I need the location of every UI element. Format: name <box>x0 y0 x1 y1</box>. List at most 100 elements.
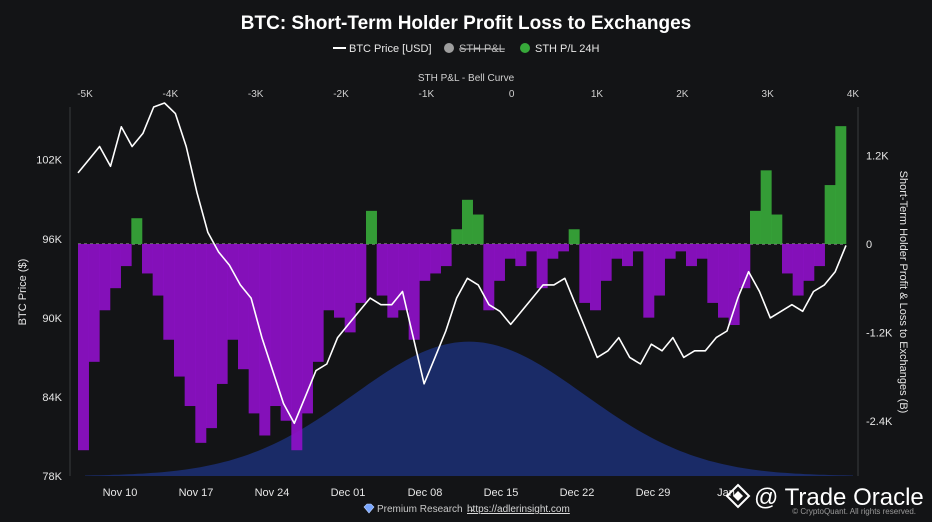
sth-pl-bar <box>824 185 836 244</box>
sth-pl-bar <box>728 243 740 326</box>
y2-tick-label: -2.4K <box>866 416 893 428</box>
sth-pl-bar <box>547 243 559 259</box>
legend-sth-24h-label[interactable]: STH P/L 24H <box>535 43 599 55</box>
top-tick-label: 0 <box>509 89 515 100</box>
watermark-text: @ Trade Oracle <box>754 484 924 511</box>
sth-pl-bar <box>259 243 271 436</box>
footer: Premium Research → https://adlerinsight.… <box>363 503 570 515</box>
top-axis-ticks: -5K -4K -3K -2K -1K 0 1K 2K 3K 4K <box>77 89 859 100</box>
sth-pl-bar <box>792 243 804 296</box>
y2-tick-label: -1.2K <box>866 327 893 339</box>
sth-pl-bar <box>760 170 772 244</box>
sth-pl-bar <box>344 243 356 333</box>
sth-pl-bar <box>131 218 143 244</box>
sth-pl-bar <box>238 243 249 370</box>
sth-pl-bar <box>835 126 847 244</box>
y2-axis-ticks: 1.2K 0 -1.2K -2.4K <box>866 151 893 428</box>
sth-pl-bar <box>387 243 399 318</box>
x-tick-label: Jan <box>717 487 735 499</box>
y-tick-label: 96K <box>42 234 62 246</box>
sth-pl-bar <box>216 243 228 384</box>
sth-pl-bar <box>248 243 260 414</box>
sth-pl-bar <box>536 243 548 289</box>
bell-curve-area <box>85 341 853 476</box>
sth-pl-bar <box>515 243 527 267</box>
sth-pl-bar <box>632 243 644 252</box>
sth-pl-bar <box>568 229 580 244</box>
legend-price-label[interactable]: BTC Price [USD] <box>349 43 432 55</box>
trade-oracle-watermark: @ Trade Oracle © CryptoQuant. All rights… <box>725 483 924 516</box>
sth-pl-bar <box>718 243 729 318</box>
sth-pl-bar <box>440 243 452 267</box>
x-tick-label: Nov 24 <box>255 487 290 499</box>
sth-pl-bar <box>558 243 569 252</box>
sth-pl-bar <box>376 243 388 296</box>
top-tick-label: 1K <box>591 89 604 100</box>
sth-pl-bar <box>654 243 665 296</box>
y-tick-label: 102K <box>36 155 62 167</box>
sth-pl-bar <box>302 243 313 414</box>
x-tick-label: Nov 17 <box>179 487 214 499</box>
sth-pl-bar <box>312 243 324 362</box>
sth-pl-bar <box>664 243 676 259</box>
x-tick-label: Dec 01 <box>331 487 366 499</box>
sth-pl-bar <box>184 243 196 407</box>
top-tick-label: 3K <box>762 89 775 100</box>
top-tick-label: -2K <box>333 89 349 100</box>
top-tick-label: -4K <box>163 89 179 100</box>
sth-pl-bar <box>334 243 345 318</box>
footer-link[interactable]: https://adlerinsight.com <box>467 504 570 515</box>
sth-pl-bar <box>142 243 153 274</box>
x-tick-label: Nov 10 <box>103 487 138 499</box>
sth-pl-bar <box>707 243 719 303</box>
top-axis-label: STH P&L - Bell Curve <box>418 73 515 84</box>
sth-pl-bar <box>803 243 815 281</box>
x-tick-label: Dec 15 <box>484 487 519 499</box>
y-tick-label: 84K <box>42 392 62 404</box>
sth-pl-bar <box>782 243 793 274</box>
sth-pl-bar <box>291 243 303 451</box>
sth-pl-bar <box>110 243 121 289</box>
sth-pl-bar <box>323 243 335 311</box>
sth-pl-bar <box>472 214 484 244</box>
top-tick-label: -5K <box>77 89 93 100</box>
sth-pl-bar <box>739 243 751 289</box>
sth-pl-bar <box>696 243 708 259</box>
top-tick-label: -1K <box>419 89 435 100</box>
chart-title: BTC: Short-Term Holder Profit Loss to Ex… <box>241 13 691 34</box>
x-tick-label: Dec 29 <box>636 487 671 499</box>
diamond-logo-icon <box>725 483 751 509</box>
sth-pl-bar <box>430 243 441 274</box>
legend-sth-pl-label[interactable]: STH P&L <box>459 43 505 55</box>
top-tick-label: 2K <box>676 89 689 100</box>
sth-pl-bar <box>174 243 185 377</box>
sth-pl-bar <box>88 243 100 362</box>
sth-pl-bar <box>579 243 591 303</box>
sth-pl-bar <box>814 243 825 267</box>
sth-pl-bar <box>675 243 687 252</box>
sth-pl-bar <box>355 243 367 303</box>
sth-pl-bar <box>622 243 633 267</box>
plot-area <box>69 102 859 476</box>
sth-pl-bar <box>408 243 420 340</box>
y-tick-label: 78K <box>42 471 62 483</box>
sth-pl-bar <box>451 229 463 244</box>
y-axis-label: BTC Price ($) <box>17 259 29 326</box>
sth-pl-bar <box>206 243 217 429</box>
sth-pl-bar <box>419 243 431 281</box>
sth-pl-bar <box>526 243 537 252</box>
sth-pl-bar <box>462 199 473 244</box>
sth-pl-bar <box>78 243 89 451</box>
sth-pl-bar <box>99 243 111 311</box>
x-tick-label: Dec 08 <box>408 487 443 499</box>
legend-sth-pl-dot <box>444 43 454 53</box>
sth-pl-bar <box>686 243 697 267</box>
sth-pl-bar <box>163 243 175 340</box>
copyright-text: © CryptoQuant. All rights reserved. <box>792 507 916 516</box>
sth-pl-bar <box>120 243 132 267</box>
x-tick-label: Dec 22 <box>560 487 595 499</box>
sth-pl-bar <box>643 243 655 318</box>
sth-pl-bar <box>366 210 377 244</box>
footer-text: Premium Research → <box>377 504 475 515</box>
